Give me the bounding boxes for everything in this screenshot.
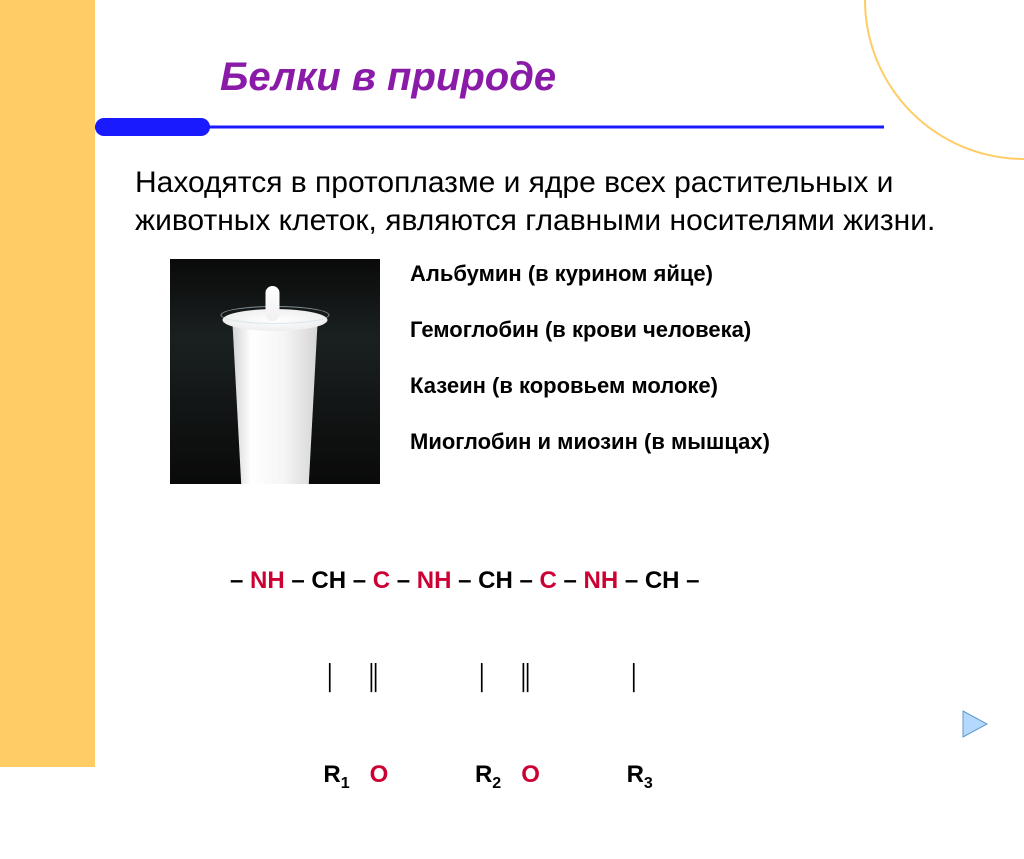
arrow-right-icon (957, 703, 999, 745)
protein-examples-list: Альбумин (в курином яйце) Гемоглобин (в … (410, 259, 984, 485)
slide-title: Белки в природе (220, 55, 984, 100)
list-item: Гемоглобин (в крови человека) (410, 317, 984, 343)
list-item: Миоглобин и миозин (в мышцах) (410, 429, 984, 455)
next-slide-button[interactable] (957, 703, 999, 745)
title-divider (95, 118, 884, 136)
left-sidebar (0, 0, 95, 767)
milk-glass-image (170, 259, 380, 484)
list-item: Альбумин (в курином яйце) (410, 261, 984, 287)
content-row: Альбумин (в курином яйце) Гемоглобин (в … (170, 259, 984, 485)
slide-content: Белки в природе Находятся в протоплазме … (95, 0, 1024, 767)
intro-paragraph: Находятся в протоплазме и ядре всех раст… (135, 164, 974, 239)
list-item: Казеин (в коровьем молоке) (410, 373, 984, 399)
chemical-formula: – NH – CH – C – NH – CH – C – NH – CH – … (230, 500, 984, 859)
